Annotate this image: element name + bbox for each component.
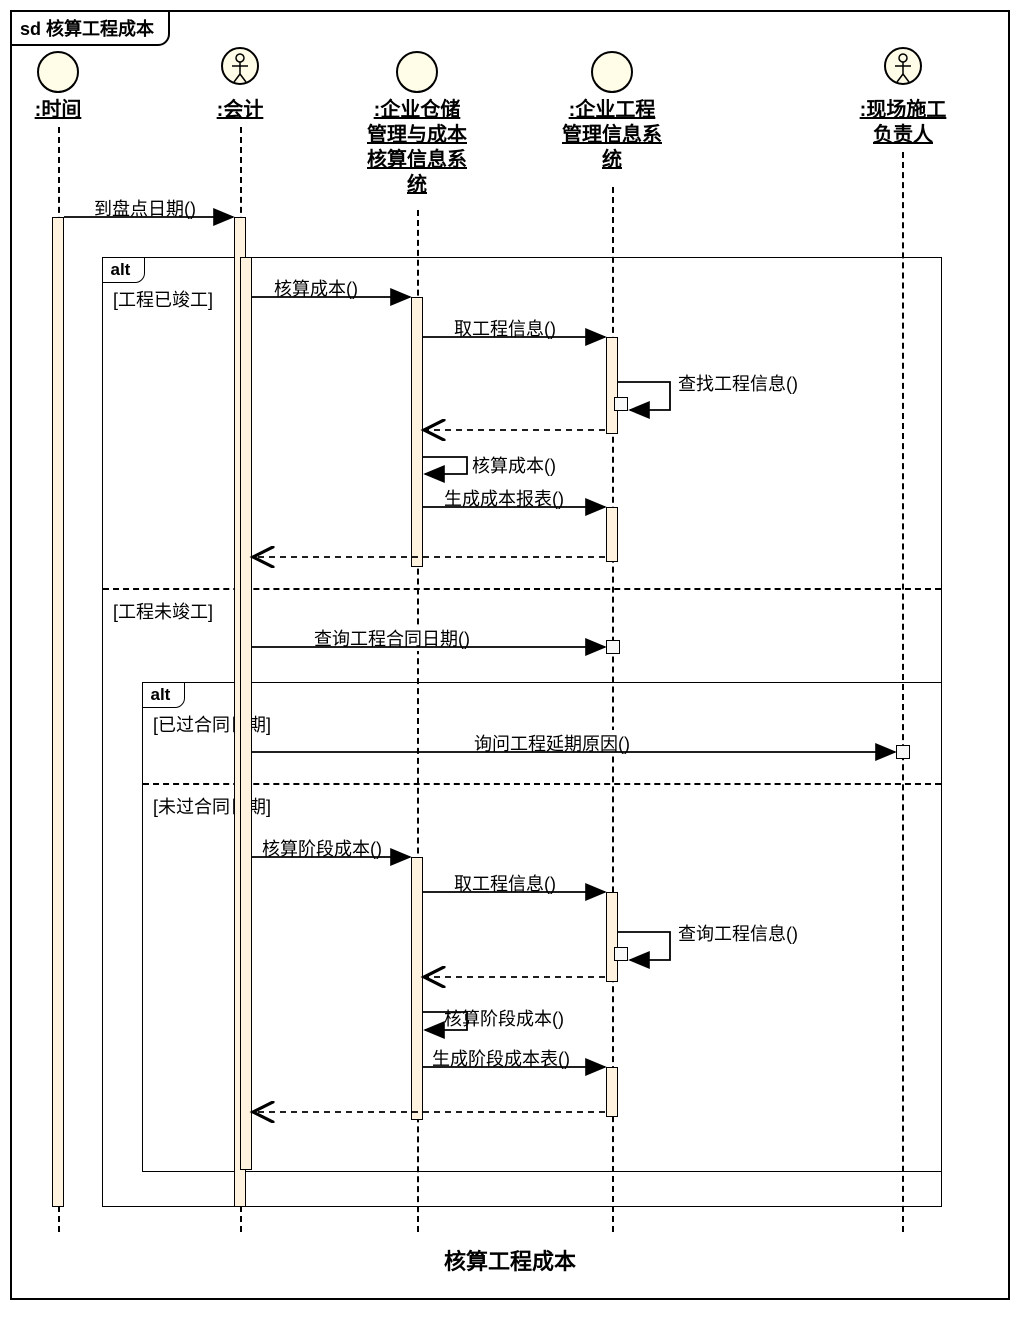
arrows-layer (12, 12, 1012, 1302)
diagram-title: 核算工程成本 (12, 1244, 1008, 1276)
sequence-diagram-frame: sd 核算工程成本 :时间 :会计 :企业仓储 管理与成本 核算信息系 统 :企… (10, 10, 1010, 1300)
diagram-canvas: :时间 :会计 :企业仓储 管理与成本 核算信息系 统 :企业工程 管理信息系 … (12, 12, 1008, 1298)
